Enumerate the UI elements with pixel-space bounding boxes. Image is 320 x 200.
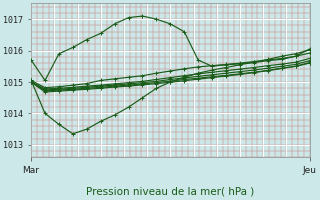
- X-axis label: Pression niveau de la mer( hPa ): Pression niveau de la mer( hPa ): [86, 187, 254, 197]
